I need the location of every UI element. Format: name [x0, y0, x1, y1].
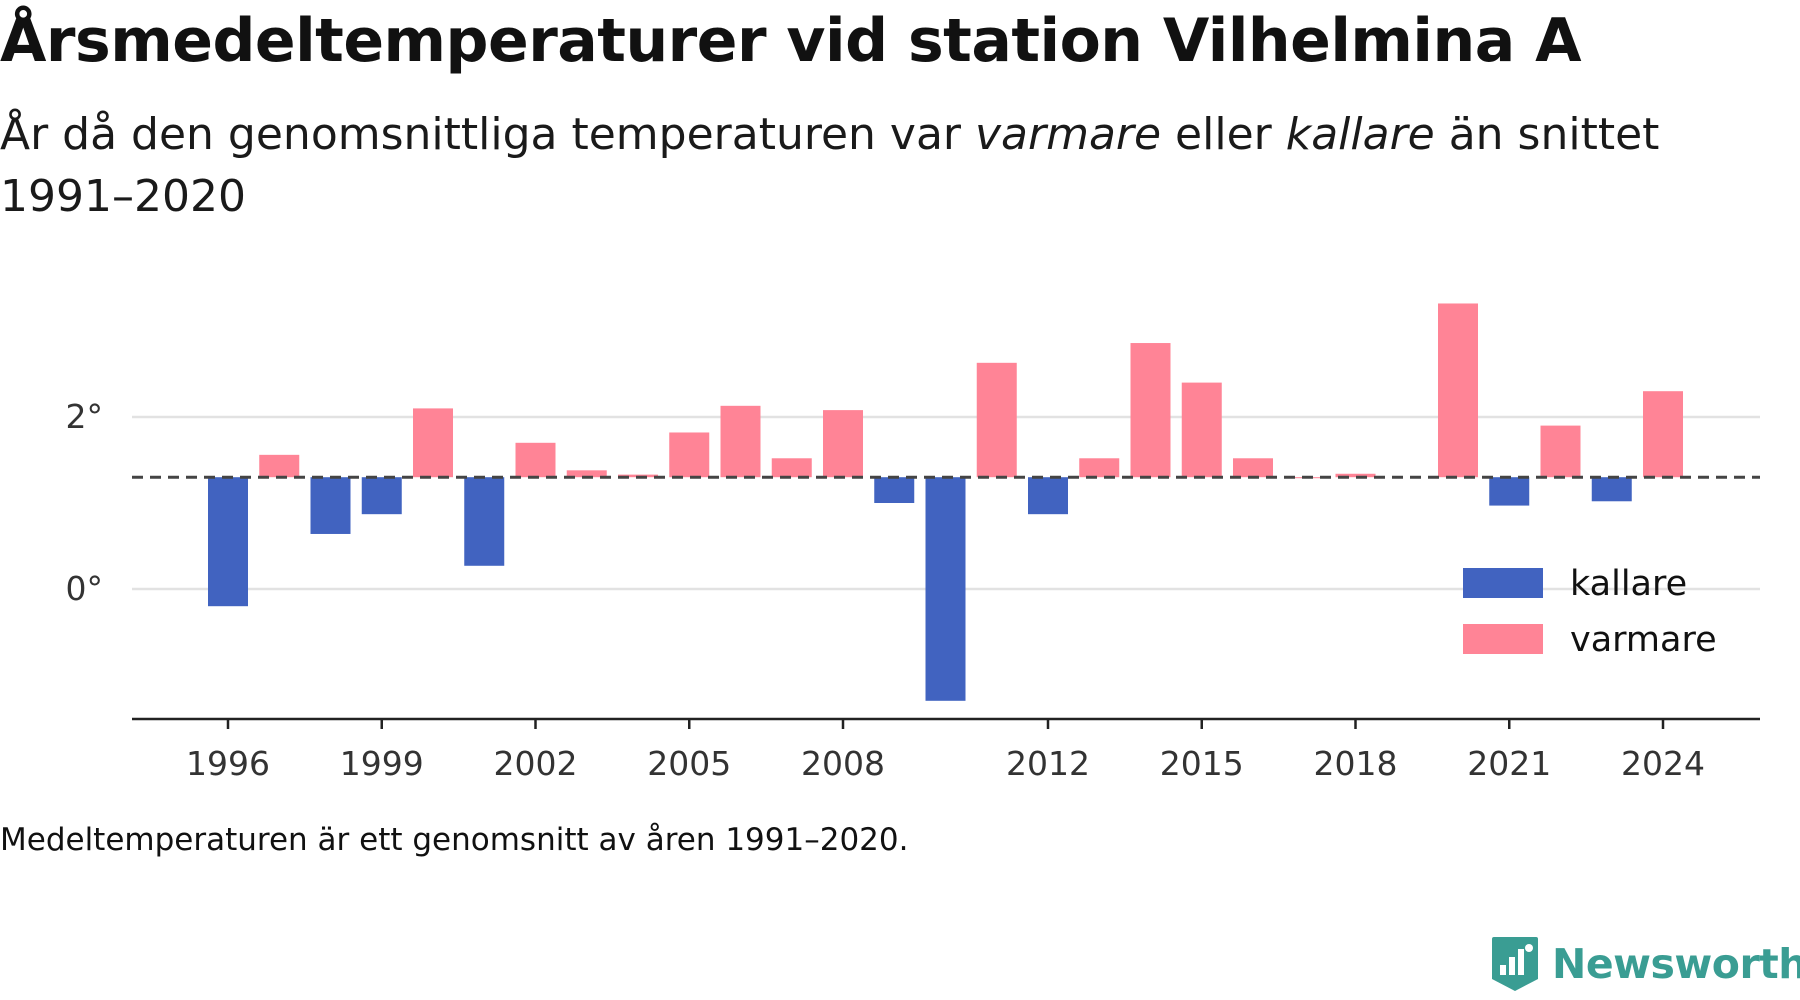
x-tick-label: 2012 — [1006, 744, 1090, 783]
brand-name: Newsworthy — [1552, 940, 1800, 988]
bar-2020 — [1438, 303, 1478, 478]
x-tick-label: 2024 — [1621, 744, 1705, 783]
bar-2000 — [413, 408, 453, 478]
legend: kallare varmare — [1463, 564, 1717, 660]
chart-title: Årsmedeltemperaturer vid station Vilhelm… — [0, 6, 1582, 76]
subtitle-text-3: än snittet 1991–2020 — [0, 109, 1660, 222]
bar-2007 — [771, 458, 812, 478]
bar-2003 — [566, 470, 607, 478]
bar-2016 — [1233, 458, 1273, 478]
bar-2015 — [1181, 382, 1222, 478]
chart-subtitle: År då den genomsnittliga temperaturen va… — [0, 104, 1700, 228]
bars-group — [208, 303, 1683, 701]
x-tick-label: 2021 — [1467, 744, 1551, 783]
bar-2014 — [1130, 343, 1171, 478]
bar-2023 — [1591, 477, 1632, 502]
bar-2001 — [464, 477, 505, 566]
subtitle-text-1: År då den genomsnittliga temperaturen va… — [0, 109, 975, 160]
bar-1999 — [361, 477, 402, 515]
legend-label-varmare: varmare — [1570, 620, 1717, 660]
bar-1996 — [208, 477, 248, 607]
bar-2005 — [669, 432, 710, 478]
newsworthy-brand[interactable]: Newsworthy — [1490, 935, 1800, 993]
bar-2013 — [1079, 458, 1120, 478]
bar-2002 — [515, 442, 556, 478]
x-tick-label: 2005 — [647, 744, 731, 783]
subtitle-text-2: eller — [1161, 109, 1286, 160]
x-tick-label: 1996 — [186, 744, 270, 783]
bar-1997 — [259, 454, 300, 478]
bar-2021 — [1489, 477, 1530, 506]
bar-2024 — [1643, 391, 1683, 478]
footnote: Medeltemperaturen är ett genomsnitt av å… — [0, 822, 909, 858]
bar-2018 — [1335, 473, 1376, 478]
y-tick-label: 2° — [66, 397, 104, 436]
x-tick-label: 1999 — [340, 744, 424, 783]
newsworthy-logo-icon — [1492, 937, 1538, 991]
x-tick-label: 2002 — [494, 744, 578, 783]
bar-2006 — [720, 405, 761, 478]
bar-1998 — [310, 477, 351, 534]
legend-swatch-kallare — [1463, 568, 1543, 598]
bar-2011 — [976, 362, 1017, 478]
axes-group: 1996 1999 2002 2005 2008 2012 2015 2018 2021 2024 — [132, 717, 1760, 783]
bar-2022 — [1540, 425, 1581, 478]
y-tick-label: 0° — [66, 569, 104, 608]
x-tick-label: 2018 — [1314, 744, 1398, 783]
subtitle-em-colder: kallare — [1285, 109, 1435, 160]
bar-2010 — [925, 477, 966, 701]
x-tick-label: 2015 — [1160, 744, 1244, 783]
subtitle-em-warmer: varmare — [974, 109, 1162, 160]
bar-2009 — [874, 477, 915, 503]
legend-swatch-varmare — [1463, 624, 1543, 654]
legend-label-kallare: kallare — [1570, 564, 1687, 604]
x-tick-label: 2008 — [801, 744, 885, 783]
bar-chart: 0° 2° 1996 1999 2002 2005 2008 2012 2015 2018 202… — [66, 303, 1760, 783]
bar-2012 — [1028, 477, 1068, 515]
bar-2008 — [823, 410, 863, 478]
